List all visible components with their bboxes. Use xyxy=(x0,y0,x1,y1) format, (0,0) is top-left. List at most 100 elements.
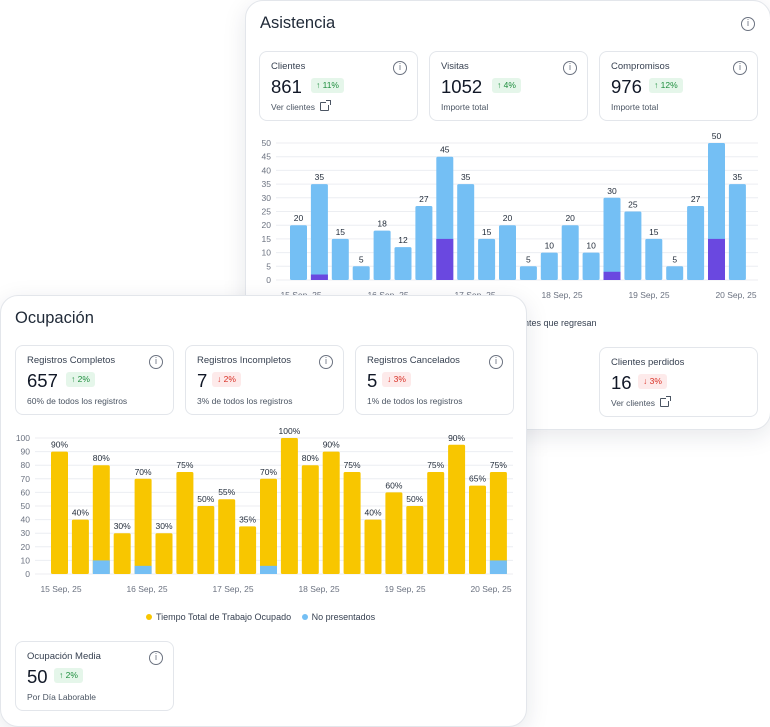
bar[interactable] xyxy=(155,533,173,574)
bar-value-label: 50% xyxy=(197,494,214,504)
bar-value-label: 20 xyxy=(503,213,513,223)
bar-value-label: 40% xyxy=(364,508,381,518)
bar-value-label: 45 xyxy=(440,145,450,155)
bar-value-label: 35 xyxy=(461,172,471,182)
y-tick-label: 50 xyxy=(21,501,31,511)
bar[interactable] xyxy=(352,266,370,280)
bar[interactable] xyxy=(469,485,486,574)
bar[interactable] xyxy=(260,478,277,574)
bar[interactable] xyxy=(687,206,705,280)
bar-value-label: 27 xyxy=(419,194,429,204)
legend-item-tiempo-ocupado[interactable]: Tiempo Total de Trabajo Ocupado xyxy=(146,612,291,622)
info-icon[interactable]: i xyxy=(489,355,503,369)
bar-value-label: 10 xyxy=(586,241,596,251)
bar[interactable] xyxy=(666,266,684,280)
bar[interactable] xyxy=(197,506,215,574)
bar-segment[interactable] xyxy=(603,271,621,280)
bar[interactable] xyxy=(218,499,236,574)
y-tick-label: 25 xyxy=(262,207,272,217)
bar[interactable] xyxy=(394,247,412,280)
bar-segment[interactable] xyxy=(436,238,454,280)
bar[interactable] xyxy=(561,225,579,280)
bar[interactable] xyxy=(406,506,424,574)
info-icon[interactable]: i xyxy=(741,17,755,31)
bar[interactable] xyxy=(92,465,110,574)
bar[interactable] xyxy=(364,519,382,574)
asistencia-bar-chart: 0 5 10 15 20 25 30 35 40 45 50 20 35 15 5 18 12 27 45 35 15 2… xyxy=(262,131,758,300)
bar-value-label: 80% xyxy=(302,453,319,463)
stat-card-visitas: Visitas i 1052 ↑ 4% Importe total xyxy=(429,51,588,121)
stat-card-clientes-perdidos: Clientes perdidos 16 ↓ 3% Ver clientes xyxy=(599,347,758,417)
bar[interactable] xyxy=(176,472,194,574)
bar[interactable] xyxy=(519,266,537,280)
stat-label: Registros Completos xyxy=(27,355,116,366)
stat-value: 5 xyxy=(367,370,378,391)
info-icon[interactable]: i xyxy=(319,355,333,369)
bar[interactable] xyxy=(448,444,466,574)
bar[interactable] xyxy=(457,184,475,280)
bar[interactable] xyxy=(239,526,257,574)
ver-clientes-link[interactable]: Ver clientes xyxy=(611,396,671,408)
info-icon[interactable]: i xyxy=(563,61,577,75)
stat-sub: 3% de todos los registros xyxy=(197,396,293,406)
bar[interactable] xyxy=(582,252,600,280)
info-icon[interactable]: i xyxy=(393,61,407,75)
bar[interactable] xyxy=(51,451,68,574)
bar[interactable] xyxy=(322,451,340,574)
stat-sub: Por Día Laborable xyxy=(27,692,96,702)
x-tick-label: 18 Sep, 25 xyxy=(541,290,582,300)
bar[interactable] xyxy=(499,225,516,280)
bar-segment[interactable] xyxy=(260,565,277,574)
asistencia-title: Asistencia xyxy=(260,14,336,32)
legend-item-no-presentados[interactable]: No presentados xyxy=(301,612,375,622)
bar[interactable] xyxy=(489,472,507,574)
legend-dot-yellow xyxy=(146,614,152,620)
bar[interactable] xyxy=(280,438,298,574)
trend-badge: ↑ 12% xyxy=(649,78,683,93)
bar[interactable] xyxy=(290,225,307,280)
x-tick-label: 19 Sep, 25 xyxy=(384,584,425,594)
y-tick-label: 10 xyxy=(21,555,31,565)
bar-segment[interactable] xyxy=(708,238,725,280)
bar[interactable] xyxy=(373,230,391,280)
info-icon[interactable]: i xyxy=(149,651,163,665)
x-tick-label: 19 Sep, 25 xyxy=(628,290,669,300)
stat-card-registros-incompletos: Registros Incompletos i 7 ↓ 2% 3% de tod… xyxy=(185,345,344,415)
bar[interactable] xyxy=(540,252,558,280)
bar[interactable] xyxy=(134,478,152,574)
x-tick-label: 15 Sep, 25 xyxy=(40,584,81,594)
bar[interactable] xyxy=(331,238,349,280)
bar[interactable] xyxy=(71,519,89,574)
bar-segment[interactable] xyxy=(489,560,507,574)
bar[interactable] xyxy=(478,238,496,280)
bar[interactable] xyxy=(624,211,642,281)
bar[interactable] xyxy=(427,472,445,574)
bar[interactable] xyxy=(603,197,621,280)
bar[interactable] xyxy=(343,472,361,574)
bar-segment[interactable] xyxy=(310,274,328,280)
bar-value-label: 65% xyxy=(469,474,486,484)
bar[interactable] xyxy=(310,184,328,280)
trend-badge: ↑ 4% xyxy=(492,78,521,93)
y-tick-label: 80 xyxy=(21,460,31,470)
bar-value-label: 12 xyxy=(398,235,408,245)
x-tick-label: 20 Sep, 25 xyxy=(715,290,756,300)
bar-value-label: 18 xyxy=(377,219,387,229)
bar[interactable] xyxy=(645,238,663,280)
stat-label: Clientes perdidos xyxy=(611,357,685,368)
bar[interactable] xyxy=(113,533,131,574)
bar[interactable] xyxy=(301,465,319,574)
bar[interactable] xyxy=(385,492,403,574)
bar[interactable] xyxy=(415,206,433,280)
info-icon[interactable]: i xyxy=(149,355,163,369)
ver-clientes-link[interactable]: Ver clientes xyxy=(271,100,331,112)
bar-segment[interactable] xyxy=(134,565,152,574)
bar-segment[interactable] xyxy=(92,560,110,574)
link-label: Ver clientes xyxy=(271,102,315,112)
x-tick-label: 17 Sep, 25 xyxy=(212,584,253,594)
bar[interactable] xyxy=(728,184,746,280)
bar-value-label: 70% xyxy=(260,467,277,477)
info-icon[interactable]: i xyxy=(733,61,747,75)
y-tick-label: 100 xyxy=(16,433,30,443)
bar-value-label: 20 xyxy=(294,213,304,223)
